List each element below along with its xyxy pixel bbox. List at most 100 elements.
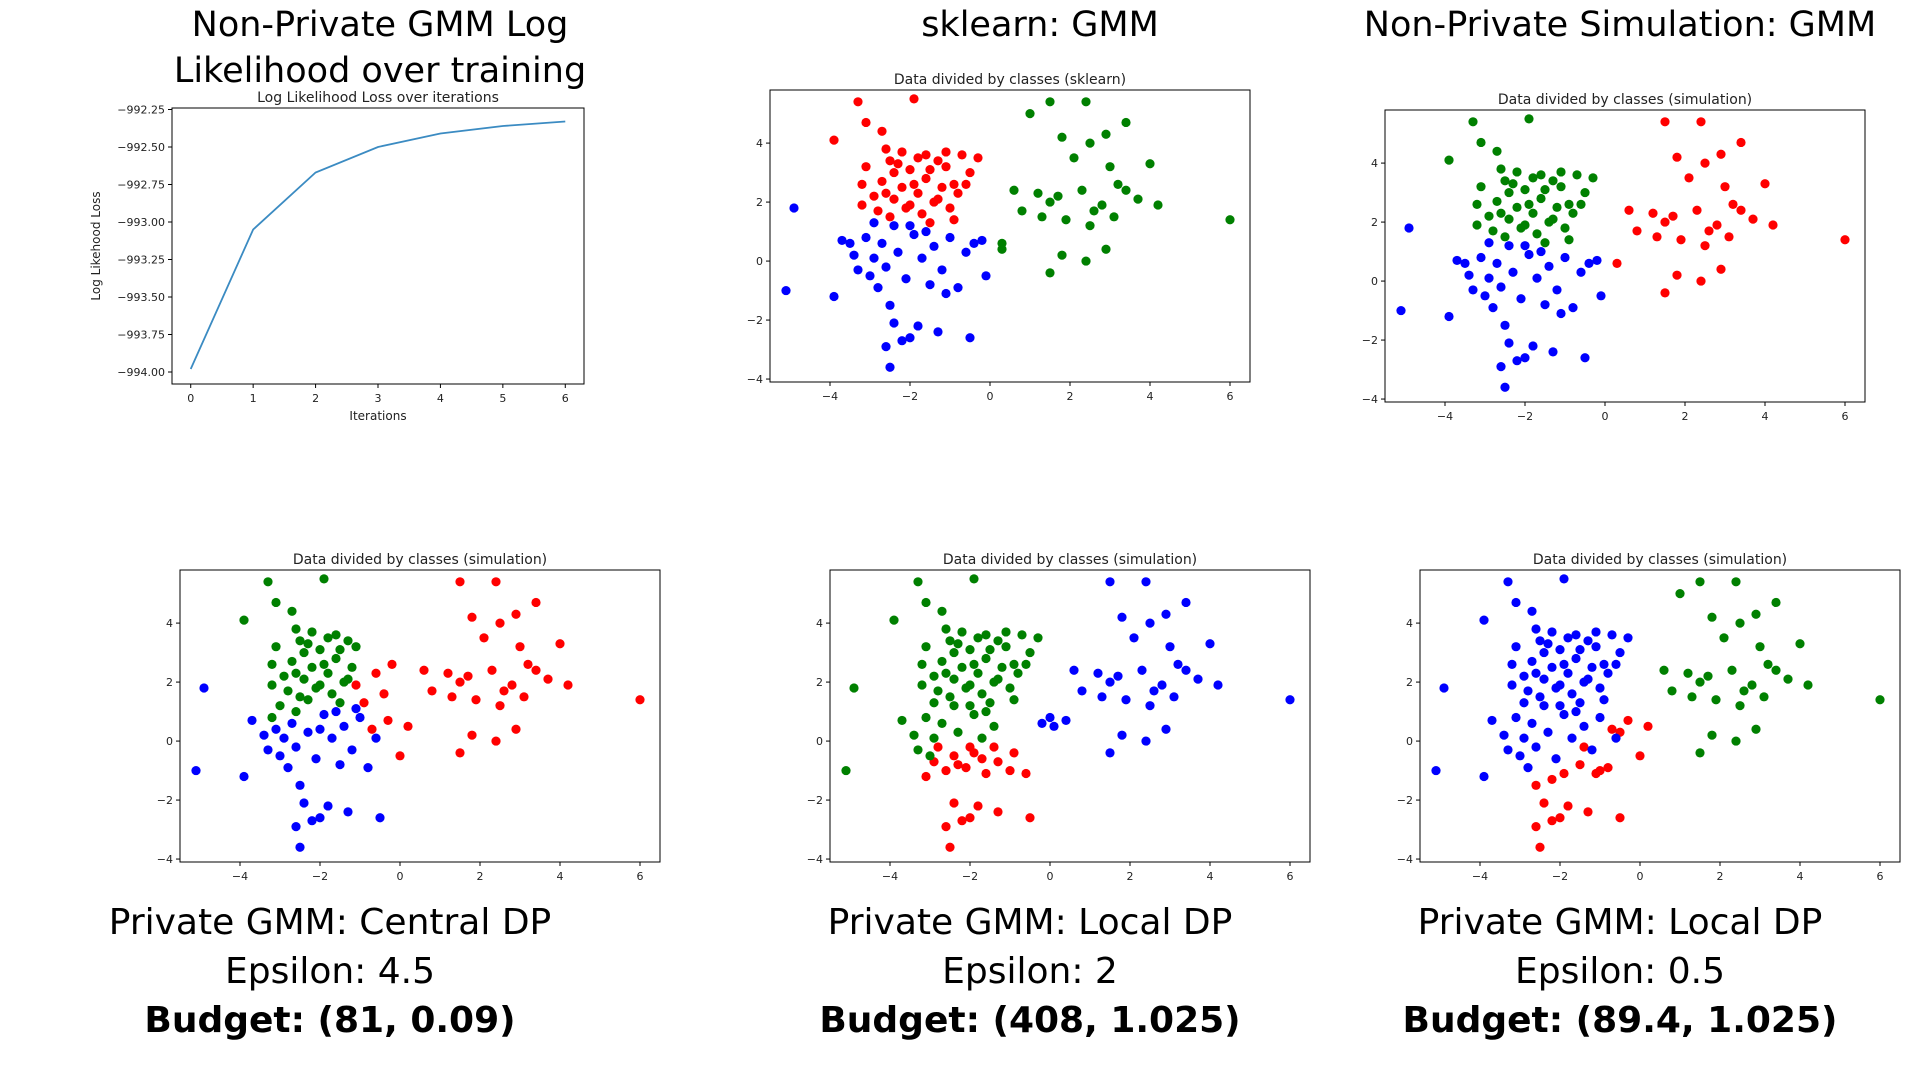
caption-budget: Budget: (89.4, 1.025) (1402, 1000, 1838, 1041)
red-point (443, 668, 453, 678)
red-point (961, 179, 971, 189)
blue-point (319, 709, 329, 720)
red-point (1547, 816, 1557, 826)
green-point (841, 765, 851, 776)
blue-point (275, 751, 285, 761)
green-point (331, 630, 341, 640)
blue-point (1595, 712, 1605, 723)
x-tick-label: −4 (1437, 410, 1453, 423)
red-point (877, 126, 887, 136)
green-point (1057, 132, 1067, 142)
blue-point (315, 813, 325, 823)
blue-point (1559, 709, 1569, 720)
green-point (1528, 208, 1538, 218)
green-point (1085, 221, 1095, 231)
red-point (1724, 232, 1734, 242)
blue-point (1444, 311, 1454, 322)
green-point (1875, 695, 1885, 705)
green-point (1472, 220, 1482, 230)
blue-point (1519, 698, 1529, 708)
blue-point (1543, 727, 1553, 737)
green-point (929, 698, 939, 708)
green-point (969, 574, 979, 584)
y-tick-label: 2 (816, 676, 823, 689)
central-dp-scatter-chart: Data divided by classes (simulation) −4 −2… (157, 552, 661, 883)
red-point (463, 671, 473, 681)
green-point (1576, 199, 1586, 209)
green-point (1520, 185, 1530, 195)
blue-point (1504, 241, 1514, 251)
x-tick-label: −2 (962, 870, 978, 883)
red-point (1005, 765, 1015, 776)
red-point (1575, 760, 1585, 770)
red-point (487, 665, 497, 675)
y-tick-label: −2 (1362, 334, 1378, 347)
blue-point (969, 238, 979, 248)
blue-point (1511, 597, 1521, 608)
blue-point (375, 813, 385, 823)
x-tick-label: 4 (1797, 870, 1804, 883)
blue-point (1069, 665, 1079, 675)
red-point (1716, 264, 1726, 274)
red-point (965, 167, 975, 178)
red-point (523, 659, 533, 669)
green-point (1747, 680, 1757, 690)
green-point (1707, 612, 1717, 622)
red-point (1635, 751, 1645, 761)
green-point (1061, 215, 1071, 225)
green-point (1803, 680, 1813, 690)
blue-point (1037, 718, 1047, 728)
blue-point (1591, 642, 1601, 652)
blue-point (1535, 636, 1545, 646)
blue-point (1468, 285, 1478, 295)
y-tick-label: −2 (807, 794, 823, 807)
x-tick-label: 4 (557, 870, 564, 883)
red-point (383, 715, 393, 726)
green-point (1017, 630, 1027, 640)
red-point (427, 686, 437, 696)
green-point (315, 645, 325, 655)
blue-point (853, 265, 863, 275)
blue-point (271, 724, 281, 734)
blue-point (1547, 627, 1557, 637)
red-point (1840, 235, 1850, 245)
x-tick-label: 6 (562, 392, 569, 405)
blue-point (881, 342, 891, 352)
x-tick-label: 4 (1762, 410, 1769, 423)
blue-point (865, 271, 875, 281)
red-point (387, 659, 397, 669)
red-point (507, 680, 517, 690)
green-point (1783, 674, 1793, 684)
green-point (1025, 647, 1035, 658)
blue-point (1515, 751, 1525, 761)
blue-point (921, 226, 931, 237)
green-point (1145, 159, 1155, 169)
red-point (913, 153, 923, 163)
red-point (941, 147, 951, 157)
blue-point (1532, 273, 1542, 283)
green-point (1751, 609, 1761, 619)
green-point (909, 730, 919, 740)
red-point (1660, 288, 1670, 298)
blue-point (917, 253, 927, 263)
red-point (881, 144, 891, 154)
green-point (1703, 671, 1713, 681)
x-tick-label: 6 (1227, 390, 1234, 403)
red-point (945, 203, 955, 213)
blue-point (1559, 574, 1569, 584)
green-point (937, 718, 947, 728)
y-tick-label: −992.50 (117, 141, 165, 154)
x-tick-label: 2 (1127, 870, 1134, 883)
blue-point (1487, 715, 1497, 726)
red-point (853, 97, 863, 107)
x-tick-label: 2 (477, 870, 484, 883)
blue-point (1527, 656, 1537, 667)
blue-point (1484, 238, 1494, 248)
x-tick-label: 4 (437, 392, 444, 405)
blue-point (283, 763, 293, 773)
red-point (1684, 173, 1694, 183)
green-point (335, 698, 345, 708)
blue-point (371, 733, 381, 743)
blue-point (351, 704, 361, 714)
green-point (1524, 199, 1534, 209)
